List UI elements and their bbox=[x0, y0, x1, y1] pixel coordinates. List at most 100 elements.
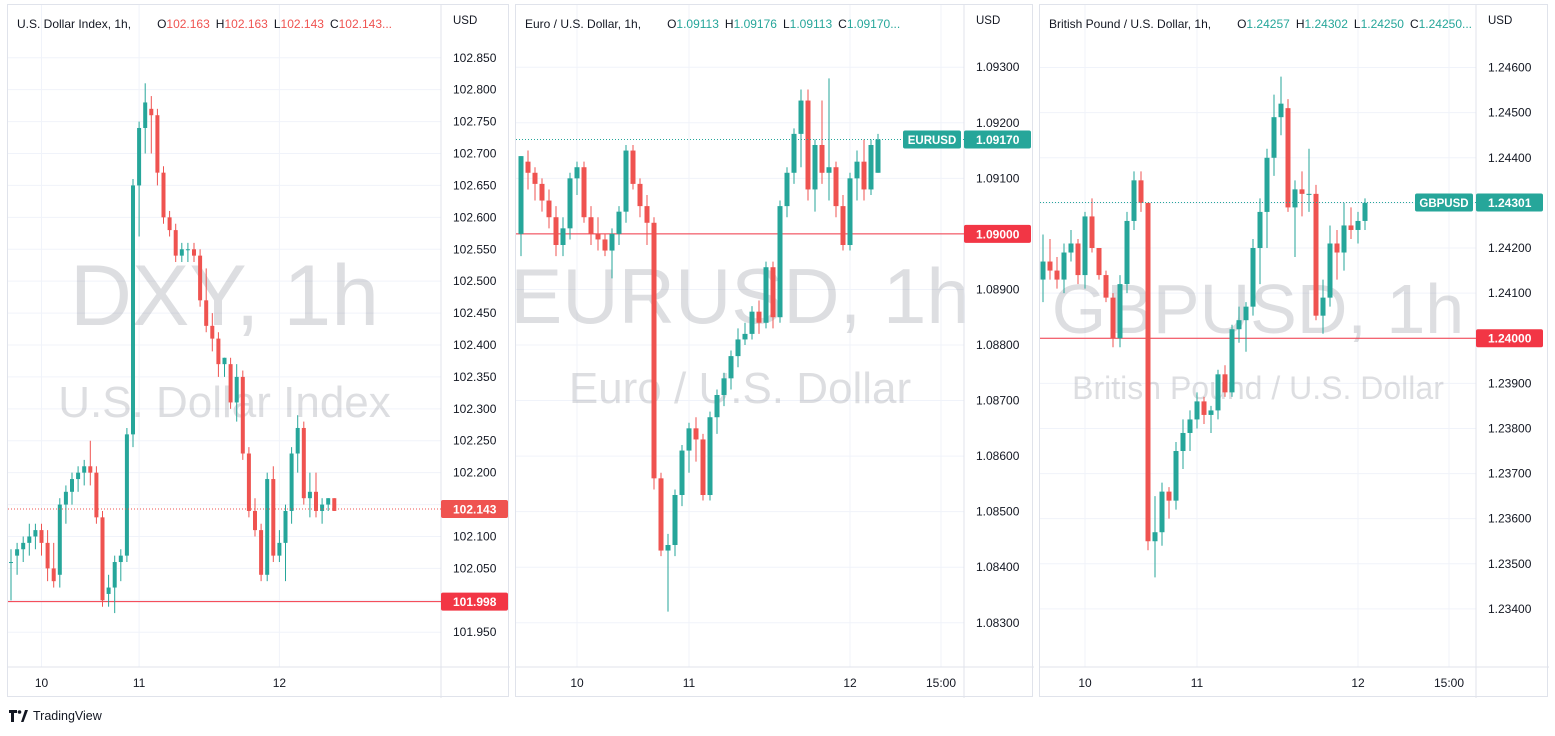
legend-gbpusd: British Pound / U.S. Dollar, 1h, O1.2425… bbox=[1049, 17, 1472, 31]
candle-body bbox=[1040, 261, 1046, 280]
candle-body bbox=[204, 300, 209, 326]
legend-eurusd: Euro / U.S. Dollar, 1h, O1.09113 H1.0917… bbox=[525, 17, 900, 31]
y-tick-label: 102.700 bbox=[453, 147, 497, 161]
ohlc-close: 1.24250... bbox=[1418, 17, 1473, 31]
x-tick-label: 11 bbox=[133, 676, 146, 690]
candle-body bbox=[763, 267, 769, 323]
candle-body bbox=[1348, 225, 1354, 230]
candle-body bbox=[756, 311, 762, 323]
candle-body bbox=[76, 472, 81, 480]
candle-body bbox=[155, 115, 160, 173]
candle-body bbox=[784, 172, 790, 207]
candle-body bbox=[265, 479, 270, 575]
last-price-text: 1.09170 bbox=[976, 133, 1020, 147]
tradingview-brand: TradingView bbox=[33, 709, 102, 723]
candle-body bbox=[161, 172, 166, 218]
candle-body bbox=[854, 161, 860, 179]
candle-body bbox=[875, 139, 881, 173]
candle-body bbox=[210, 325, 215, 339]
ohlc-low: 1.09113 bbox=[789, 17, 833, 31]
candle-body bbox=[1278, 103, 1284, 118]
chart-panel-gbpusd[interactable]: GBPUSD, 1h British Pound / U.S. Dollar USD… bbox=[1039, 4, 1549, 698]
chart-panel-dxy[interactable]: DXY, 1h U.S. Dollar Index USD 102.850 102.80… bbox=[7, 4, 510, 698]
candle-body bbox=[1145, 202, 1151, 542]
watermark-description: Euro / U.S. Dollar bbox=[569, 364, 911, 413]
candle-body bbox=[546, 200, 552, 218]
symbol-price-tag bbox=[1415, 193, 1473, 212]
y-tick-label: 1.23500 bbox=[1488, 557, 1532, 571]
candle-body bbox=[777, 206, 783, 318]
candle-body bbox=[847, 178, 853, 245]
candle-body bbox=[1201, 401, 1207, 415]
candle-body bbox=[840, 206, 846, 245]
candle-body bbox=[1159, 491, 1165, 533]
chart-canvas-eurusd[interactable]: EURUSD, 1h Euro / U.S. Dollar USD 1.09300 1.… bbox=[516, 5, 1034, 698]
candle-body bbox=[149, 108, 154, 116]
candle-body bbox=[307, 491, 312, 499]
candle-body bbox=[45, 542, 50, 569]
hline-price-tag bbox=[1476, 329, 1543, 348]
candle-body bbox=[21, 542, 26, 550]
tradingview-footer[interactable]: TradingView bbox=[8, 709, 102, 723]
candle-body bbox=[277, 542, 282, 556]
ohlc-readout: O1.09113 H1.09176 L1.09113 C1.09170... bbox=[667, 17, 901, 31]
candle-body bbox=[70, 479, 74, 492]
candle-body bbox=[9, 562, 13, 564]
y-tick-label: 1.08600 bbox=[976, 449, 1020, 463]
y-tick-label: 102.050 bbox=[453, 561, 497, 575]
ohlc-close: 102.143... bbox=[338, 17, 392, 31]
candle-body bbox=[1110, 297, 1116, 339]
ohlc-high: 1.24302 bbox=[1304, 17, 1348, 31]
y-tick-label: 102.650 bbox=[453, 178, 497, 192]
candle-body bbox=[749, 311, 755, 334]
candle-body bbox=[595, 233, 601, 240]
candles bbox=[9, 83, 337, 614]
chart-panel-eurusd[interactable]: EURUSD, 1h Euro / U.S. Dollar USD 1.09300 1.… bbox=[515, 4, 1034, 698]
candle-body bbox=[686, 428, 692, 451]
candle-body bbox=[1047, 261, 1053, 271]
candle-body bbox=[553, 217, 559, 245]
y-tick-label: 1.23700 bbox=[1488, 467, 1532, 481]
candle-body bbox=[1054, 270, 1060, 280]
candle-body bbox=[39, 530, 44, 543]
last-price-tag bbox=[441, 500, 508, 519]
x-tick-label: 10 bbox=[35, 676, 49, 690]
symbol-title[interactable]: British Pound / U.S. Dollar, 1h, bbox=[1049, 17, 1212, 31]
grid-lines bbox=[516, 5, 964, 667]
candle-body bbox=[630, 150, 636, 184]
candle-body bbox=[1075, 243, 1081, 276]
y-tick-label: 102.250 bbox=[453, 434, 497, 448]
candle-body bbox=[289, 453, 294, 511]
watermark-symbol: EURUSD, 1h bbox=[516, 252, 970, 340]
candle-body bbox=[714, 395, 720, 418]
candle-body bbox=[651, 222, 657, 479]
candle-body bbox=[240, 376, 245, 454]
y-tick-label: 102.450 bbox=[453, 306, 497, 320]
symbol-title[interactable]: Euro / U.S. Dollar, 1h, bbox=[525, 17, 642, 31]
x-tick-label: 12 bbox=[1351, 676, 1365, 690]
candle-body bbox=[1243, 306, 1249, 321]
candle-body bbox=[124, 434, 129, 556]
candle-body bbox=[1257, 211, 1263, 249]
candle-body bbox=[27, 536, 32, 543]
candle-body bbox=[826, 167, 832, 173]
ohlc-readout: O1.24257 H1.24302 L1.24250 C1.24250... bbox=[1237, 17, 1473, 31]
candle-body bbox=[1264, 157, 1270, 212]
candle-body bbox=[167, 217, 172, 231]
candle-body bbox=[637, 183, 643, 207]
hline-price-text: 101.998 bbox=[453, 595, 497, 609]
candle-body bbox=[602, 239, 608, 251]
candle-body bbox=[1131, 180, 1137, 221]
last-price-text: 1.24301 bbox=[1488, 196, 1532, 210]
chart-canvas-dxy[interactable]: DXY, 1h U.S. Dollar Index USD 102.850 102.80… bbox=[8, 5, 510, 698]
y-tick-label: 102.200 bbox=[453, 466, 497, 480]
candle-body bbox=[106, 587, 111, 594]
candle-body bbox=[1285, 108, 1291, 208]
y-tick-label: 1.24400 bbox=[1488, 151, 1532, 165]
y-tick-label: 1.23600 bbox=[1488, 512, 1532, 526]
candle-body bbox=[588, 217, 594, 234]
currency-label: USD bbox=[976, 15, 1000, 27]
y-tick-label: 102.300 bbox=[453, 402, 497, 416]
symbol-title[interactable]: U.S. Dollar Index, 1h, bbox=[17, 17, 132, 31]
